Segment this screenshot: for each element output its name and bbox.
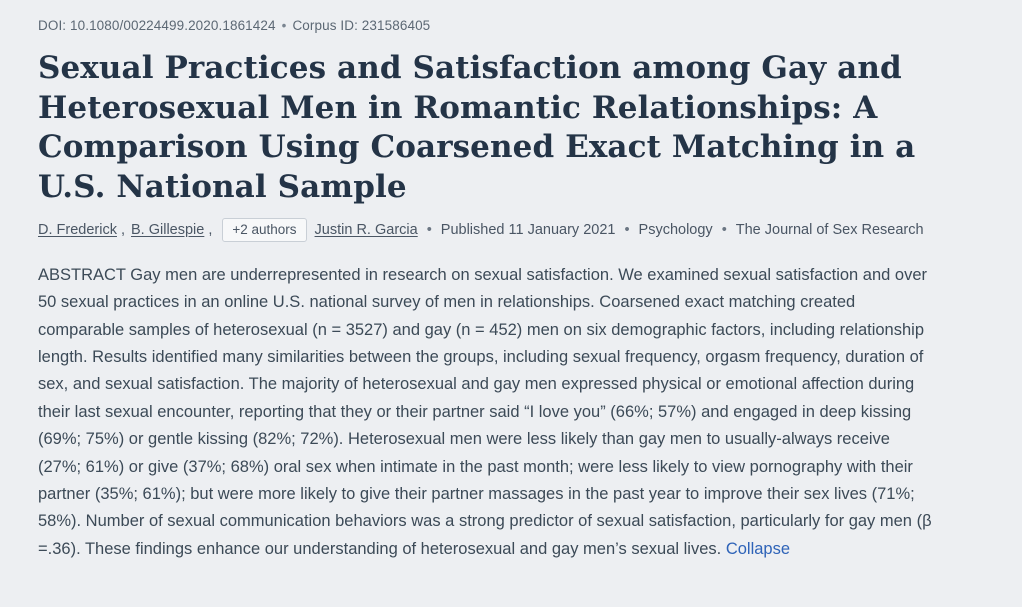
meta-separator: • bbox=[426, 221, 432, 238]
abstract-text: ABSTRACT Gay men are underrepresented in… bbox=[38, 265, 932, 558]
meta-separator: • bbox=[721, 221, 727, 238]
paper-title: Sexual Practices and Satisfaction among … bbox=[38, 50, 916, 206]
doi-label: DOI: 10.1080/00224499.2020.1861424 bbox=[38, 18, 276, 33]
journal-name: The Journal of Sex Research bbox=[735, 221, 924, 238]
identifier-separator: • bbox=[281, 18, 287, 33]
author-link-1[interactable]: D. Frederick bbox=[38, 221, 117, 238]
paper-identifiers: DOI: 10.1080/00224499.2020.1861424 • Corpu… bbox=[38, 18, 982, 33]
corpus-id-label: Corpus ID: 231586405 bbox=[292, 18, 431, 33]
author-metadata-row: D. Frederick, B. Gillespie, +2 authors J… bbox=[38, 217, 982, 242]
collapse-abstract-link[interactable]: Collapse bbox=[725, 539, 791, 558]
author-comma: , bbox=[120, 221, 125, 238]
expand-authors-button[interactable]: +2 authors bbox=[222, 217, 307, 242]
meta-separator: • bbox=[624, 221, 630, 238]
author-link-2[interactable]: B. Gillespie bbox=[131, 221, 205, 238]
field-of-study: Psychology bbox=[638, 221, 713, 238]
published-date: Published 11 January 2021 bbox=[440, 221, 616, 238]
author-comma: , bbox=[208, 221, 213, 238]
author-link-3[interactable]: Justin R. Garcia bbox=[314, 221, 418, 238]
abstract-paragraph: ABSTRACT Gay men are underrepresented in… bbox=[38, 262, 935, 563]
